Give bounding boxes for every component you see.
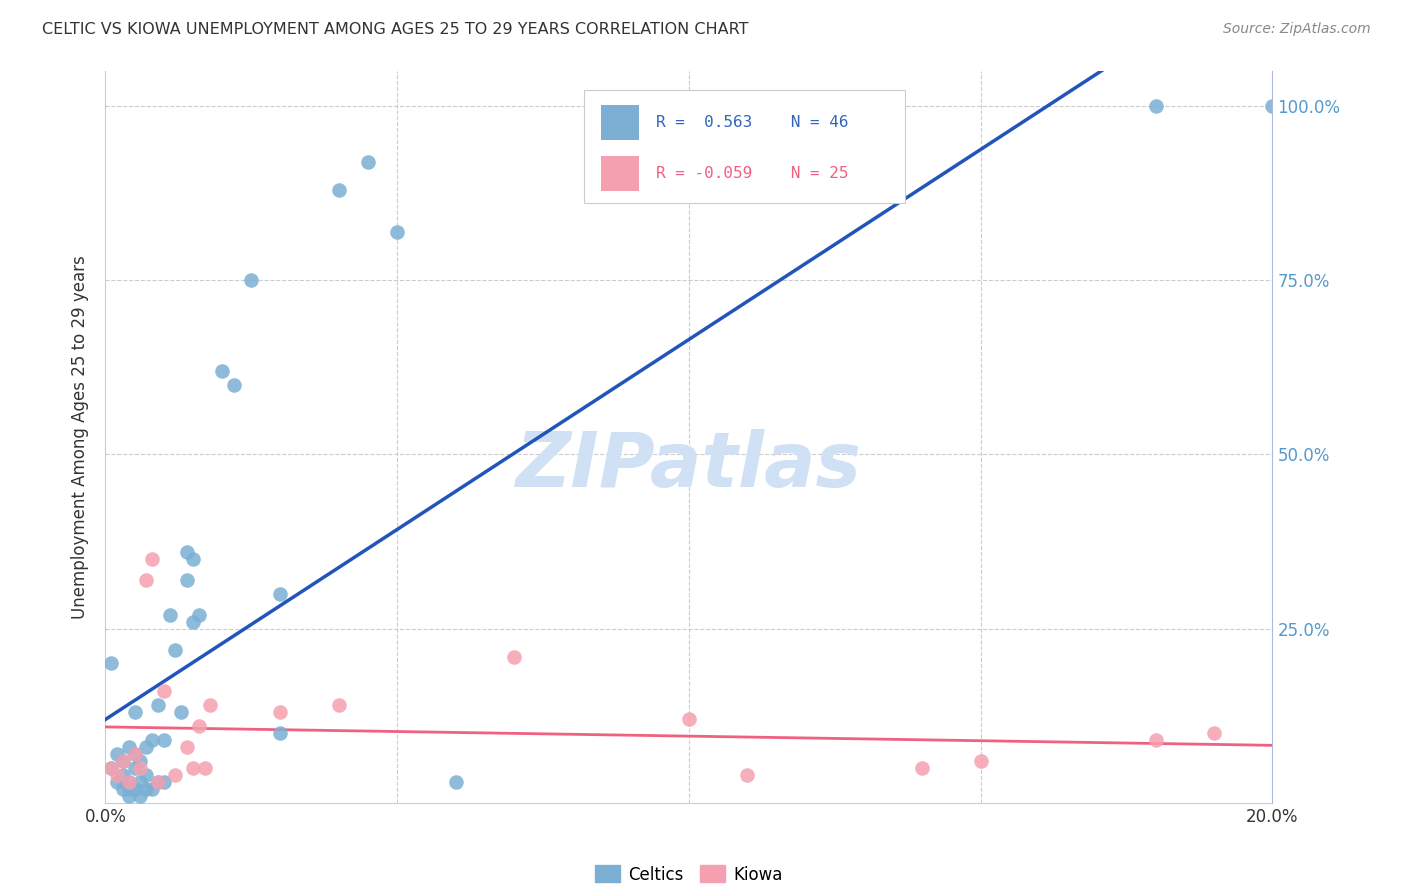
Point [105, 768, 128, 782]
Point [176, 545, 198, 559]
Point [129, 754, 152, 768]
Point [129, 789, 152, 803]
Point [159, 607, 181, 622]
Point [181, 552, 204, 566]
Point [678, 712, 700, 726]
Point [100, 657, 122, 671]
Point [100, 761, 122, 775]
Y-axis label: Unemployment Among Ages 25 to 29 years: Unemployment Among Ages 25 to 29 years [72, 255, 90, 619]
Point [170, 705, 193, 719]
Text: Source: ZipAtlas.com: Source: ZipAtlas.com [1223, 22, 1371, 37]
Point [118, 775, 141, 789]
Point [444, 775, 467, 789]
Point [124, 747, 146, 761]
Point [737, 768, 759, 782]
Point [129, 761, 152, 775]
Point [146, 698, 169, 713]
Point [1202, 726, 1225, 740]
Point [187, 719, 209, 733]
Point [176, 573, 198, 587]
Point [111, 768, 134, 782]
Point [124, 781, 146, 796]
Point [240, 273, 263, 287]
Point [129, 775, 152, 789]
Point [328, 183, 350, 197]
Point [124, 705, 146, 719]
Point [269, 726, 292, 740]
Point [100, 761, 122, 775]
Point [269, 705, 292, 719]
Point [328, 698, 350, 713]
Point [222, 377, 245, 392]
FancyBboxPatch shape [602, 105, 638, 140]
Point [502, 649, 524, 664]
Point [357, 155, 380, 169]
Point [146, 775, 169, 789]
Point [969, 754, 991, 768]
Point [153, 775, 174, 789]
Point [176, 740, 198, 755]
Point [1144, 733, 1167, 747]
Point [211, 364, 233, 378]
Point [105, 775, 128, 789]
Legend: Celtics, Kiowa: Celtics, Kiowa [588, 859, 790, 890]
Point [911, 761, 934, 775]
Point [187, 607, 209, 622]
Text: CELTIC VS KIOWA UNEMPLOYMENT AMONG AGES 25 TO 29 YEARS CORRELATION CHART: CELTIC VS KIOWA UNEMPLOYMENT AMONG AGES … [42, 22, 748, 37]
Text: R = -0.059    N = 25: R = -0.059 N = 25 [657, 166, 849, 181]
Point [135, 740, 157, 755]
Point [118, 781, 141, 796]
Point [141, 781, 163, 796]
Point [135, 573, 157, 587]
Point [200, 698, 222, 713]
Point [165, 768, 187, 782]
Point [105, 747, 128, 761]
Point [1261, 99, 1284, 113]
Point [135, 781, 157, 796]
Point [194, 761, 217, 775]
Point [165, 642, 187, 657]
Point [111, 781, 134, 796]
Point [118, 740, 141, 755]
Point [1144, 99, 1167, 113]
Point [124, 761, 146, 775]
Point [141, 552, 163, 566]
Point [141, 733, 163, 747]
Point [153, 733, 174, 747]
Point [153, 684, 174, 698]
FancyBboxPatch shape [583, 90, 905, 203]
Point [181, 615, 204, 629]
Text: R =  0.563    N = 46: R = 0.563 N = 46 [657, 115, 849, 130]
Point [118, 775, 141, 789]
Point [181, 761, 204, 775]
Point [111, 754, 134, 768]
Point [146, 775, 169, 789]
Point [124, 747, 146, 761]
Point [269, 587, 292, 601]
Point [118, 789, 141, 803]
Point [135, 768, 157, 782]
Point [111, 754, 134, 768]
Point [385, 225, 408, 239]
FancyBboxPatch shape [602, 156, 638, 191]
Text: ZIPatlas: ZIPatlas [516, 429, 862, 503]
